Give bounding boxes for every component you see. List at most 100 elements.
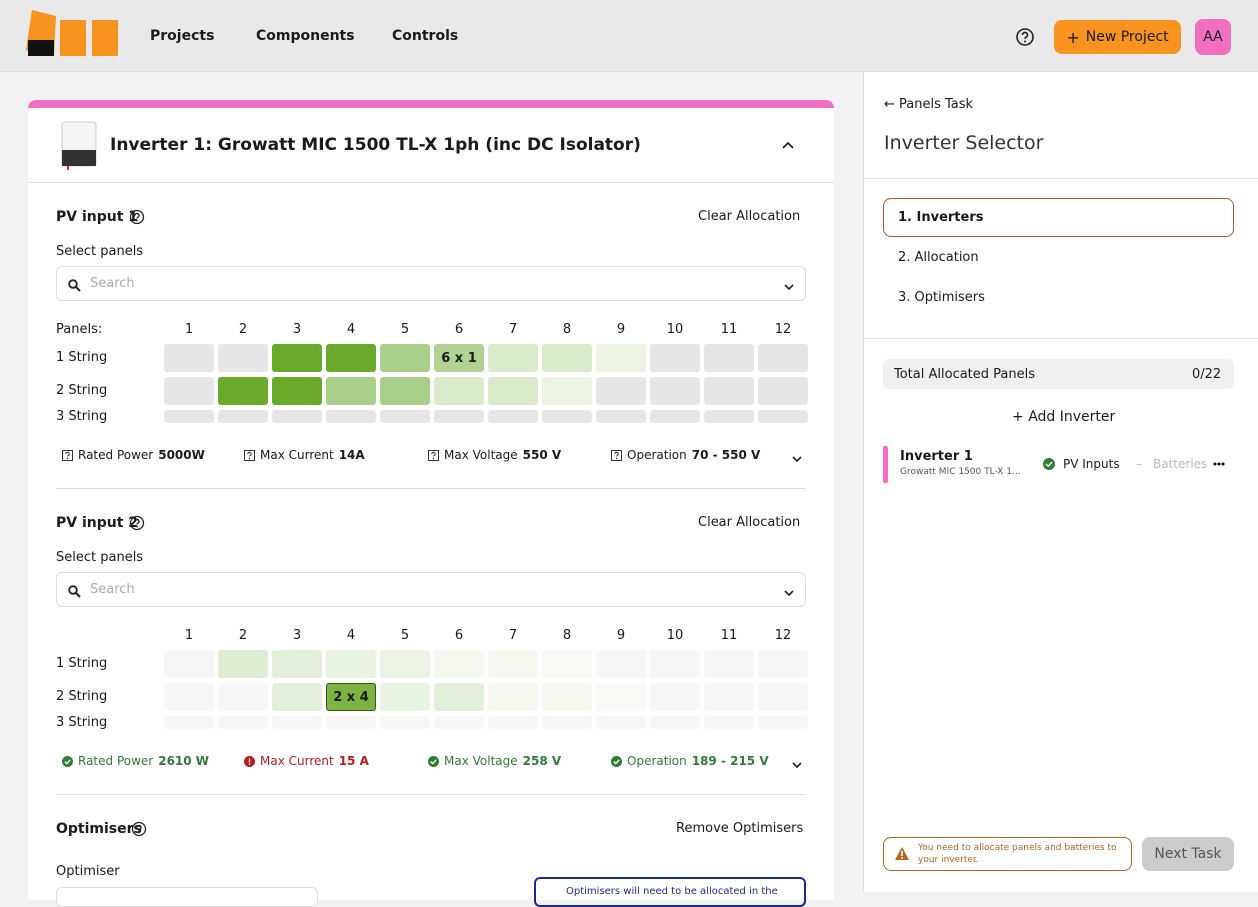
next-task-button[interactable]: Next Task <box>1142 837 1234 871</box>
panel-cell[interactable] <box>650 650 700 678</box>
sidebar-heading: Inverter Selector <box>884 132 1044 154</box>
panel-cell[interactable] <box>218 716 268 729</box>
panel-cell[interactable] <box>596 683 646 711</box>
panel-cell[interactable] <box>758 683 808 711</box>
panel-cell[interactable] <box>596 716 646 729</box>
panel-cell[interactable] <box>218 377 268 405</box>
help-icon[interactable] <box>129 515 145 535</box>
panel-cell[interactable] <box>272 683 322 711</box>
optimiser-dropdown[interactable] <box>56 887 318 907</box>
panel-cell[interactable] <box>758 410 808 423</box>
back-link[interactable]: ← Panels Task <box>884 97 973 112</box>
item-name[interactable]: Inverter 1 <box>900 449 973 464</box>
new-project-button[interactable]: + New Project <box>1054 20 1181 54</box>
panel-cell[interactable] <box>326 650 376 678</box>
panel-cell[interactable] <box>164 716 214 729</box>
remove-optimisers[interactable]: Remove Optimisers <box>676 821 804 836</box>
more-icon[interactable] <box>1213 462 1225 466</box>
panel-cell[interactable] <box>542 650 592 678</box>
panel-cell[interactable] <box>488 344 538 372</box>
nav-controls[interactable]: Controls <box>392 28 459 44</box>
expand-chevron[interactable] <box>791 450 803 469</box>
panel-cell[interactable] <box>272 716 322 729</box>
clear-allocation[interactable]: Clear Allocation <box>698 515 801 530</box>
panel-cell[interactable] <box>164 377 214 405</box>
panel-cell[interactable] <box>650 716 700 729</box>
panel-cell[interactable] <box>758 716 808 729</box>
panel-cell[interactable] <box>488 650 538 678</box>
search-box[interactable] <box>56 266 806 301</box>
panel-cell[interactable] <box>218 683 268 711</box>
panel-cell[interactable] <box>380 344 430 372</box>
panel-cell[interactable] <box>542 716 592 729</box>
step[interactable]: 2. Allocation <box>898 250 979 265</box>
panel-cell[interactable] <box>434 716 484 729</box>
panel-cell[interactable] <box>218 344 268 372</box>
panel-cell[interactable] <box>650 683 700 711</box>
nav-projects[interactable]: Projects <box>150 28 215 44</box>
panel-cell[interactable] <box>704 683 754 711</box>
panel-cell[interactable] <box>434 650 484 678</box>
panel-cell[interactable] <box>326 716 376 729</box>
panel-cell[interactable] <box>380 683 430 711</box>
nav-components[interactable]: Components <box>256 28 355 44</box>
panel-cell[interactable] <box>380 377 430 405</box>
panel-cell[interactable] <box>650 344 700 372</box>
panel-cell[interactable] <box>218 650 268 678</box>
avatar[interactable]: AA <box>1195 19 1231 55</box>
panel-cell[interactable] <box>596 650 646 678</box>
collapse-chevron[interactable] <box>781 138 795 152</box>
panel-cell[interactable] <box>704 650 754 678</box>
panel-cell[interactable] <box>650 377 700 405</box>
panel-cell[interactable] <box>326 377 376 405</box>
clear-allocation[interactable]: Clear Allocation <box>698 209 801 224</box>
add-inverter[interactable]: + Add Inverter <box>1012 409 1115 425</box>
step[interactable]: 1. Inverters <box>898 210 984 225</box>
panel-cell[interactable] <box>488 683 538 711</box>
panel-cell[interactable] <box>488 377 538 405</box>
panel-cell[interactable] <box>758 377 808 405</box>
panel-cell[interactable] <box>434 683 484 711</box>
panel-cell[interactable] <box>380 716 430 729</box>
help-icon[interactable] <box>1015 27 1035 47</box>
panel-cell[interactable] <box>164 410 214 423</box>
panel-cell[interactable] <box>542 344 592 372</box>
panel-cell[interactable] <box>596 344 646 372</box>
panel-cell[interactable] <box>596 377 646 405</box>
panel-cell[interactable] <box>326 344 376 372</box>
cell-label: 6 x 1 <box>441 350 477 366</box>
help-icon[interactable] <box>129 209 145 229</box>
step[interactable]: 3. Optimisers <box>898 290 985 305</box>
panel-cell[interactable] <box>164 683 214 711</box>
panel-cell[interactable] <box>758 650 808 678</box>
panel-cell[interactable] <box>272 377 322 405</box>
help-icon[interactable] <box>131 821 147 837</box>
panel-cell[interactable] <box>704 377 754 405</box>
search-box[interactable] <box>56 572 806 607</box>
panel-cell[interactable] <box>596 410 646 423</box>
panel-cell[interactable] <box>542 410 592 423</box>
panel-cell[interactable] <box>326 410 376 423</box>
panel-cell[interactable] <box>542 377 592 405</box>
panel-cell[interactable] <box>380 650 430 678</box>
panel-cell[interactable] <box>326 683 376 711</box>
panel-cell[interactable] <box>650 410 700 423</box>
panel-cell[interactable] <box>542 683 592 711</box>
panel-cell[interactable] <box>434 344 484 372</box>
panel-cell[interactable] <box>704 410 754 423</box>
panel-cell[interactable] <box>164 344 214 372</box>
panel-cell[interactable] <box>272 410 322 423</box>
panel-cell[interactable] <box>272 650 322 678</box>
panel-cell[interactable] <box>488 716 538 729</box>
panel-cell[interactable] <box>380 410 430 423</box>
panel-cell[interactable] <box>704 716 754 729</box>
expand-chevron[interactable] <box>791 756 803 775</box>
panel-cell[interactable] <box>164 650 214 678</box>
panel-cell[interactable] <box>488 410 538 423</box>
panel-cell[interactable] <box>218 410 268 423</box>
panel-cell[interactable] <box>758 344 808 372</box>
panel-cell[interactable] <box>434 377 484 405</box>
panel-cell[interactable] <box>704 344 754 372</box>
panel-cell[interactable] <box>434 410 484 423</box>
panel-cell[interactable] <box>272 344 322 372</box>
